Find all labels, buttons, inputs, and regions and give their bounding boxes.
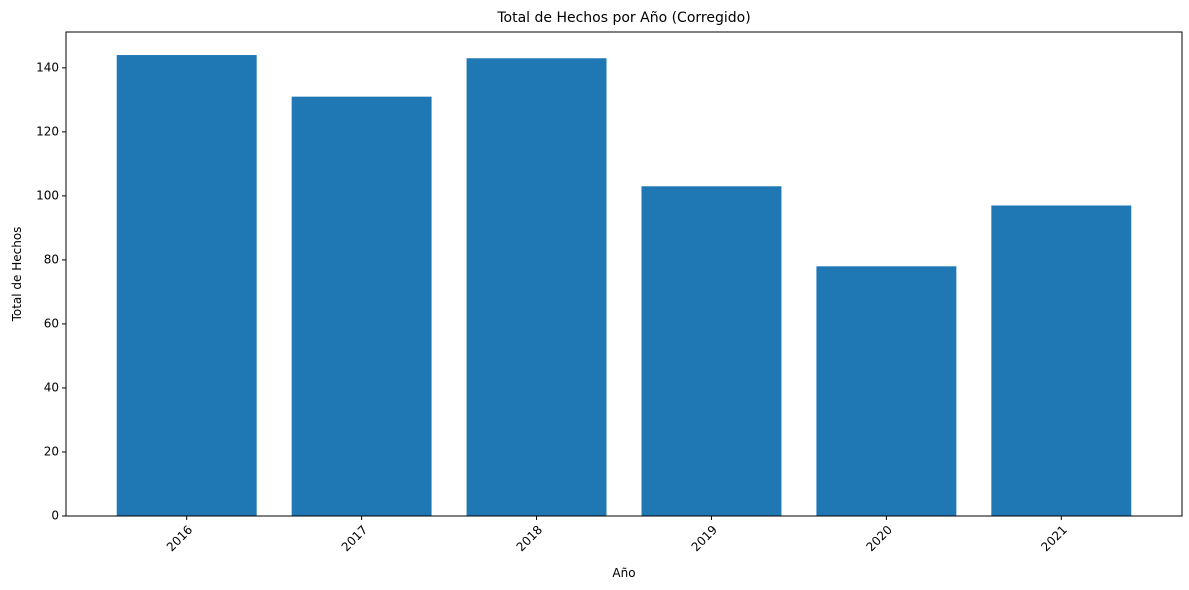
chart-title: Total de Hechos por Año (Corregido): [496, 10, 750, 26]
y-tick-label: 80: [44, 252, 59, 266]
x-tick-label: 2017: [339, 523, 370, 554]
y-tick-label: 20: [44, 444, 59, 458]
y-tick-label: 100: [36, 188, 59, 202]
bar: [816, 266, 957, 516]
bar: [641, 186, 782, 516]
y-tick-label: 60: [44, 316, 59, 330]
x-tick-label: 2016: [164, 523, 195, 554]
x-axis-label: Año: [612, 566, 635, 580]
y-tick-label: 40: [44, 380, 59, 394]
x-tick-label: 2020: [863, 523, 894, 554]
bar: [291, 96, 432, 516]
bar: [466, 58, 607, 516]
y-tick-label: 140: [36, 60, 59, 74]
y-tick-label: 0: [51, 509, 59, 523]
bar: [116, 55, 257, 517]
x-tick-label: 2019: [689, 523, 720, 554]
y-tick-label: 120: [36, 124, 59, 138]
x-tick-label: 2021: [1038, 523, 1069, 554]
bar: [991, 205, 1132, 516]
x-tick-label: 2018: [514, 523, 545, 554]
y-axis-label: Total de Hechos: [10, 227, 24, 323]
plot-frame: [65, 31, 1183, 517]
